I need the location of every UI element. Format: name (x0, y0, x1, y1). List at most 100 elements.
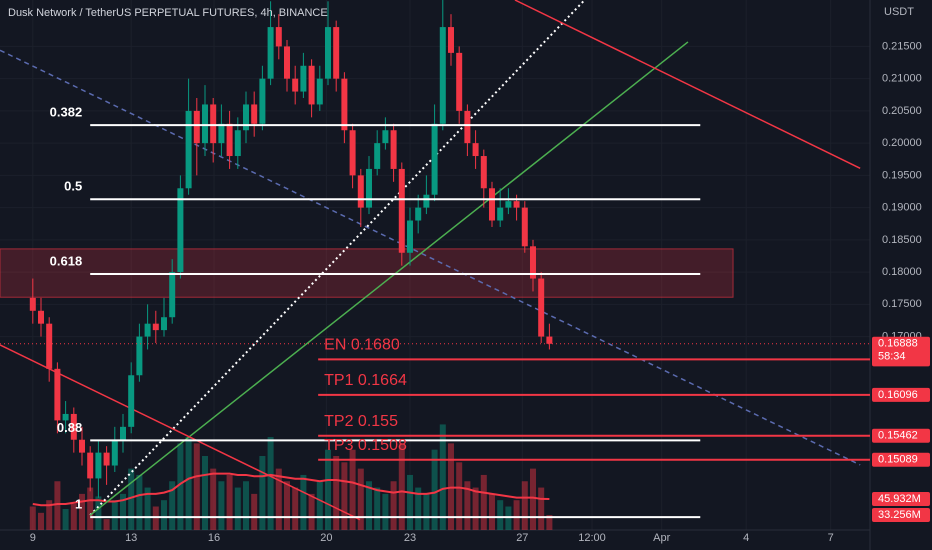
candle-body (152, 323, 159, 331)
volume-bar (365, 481, 372, 530)
fib-label: 1 (75, 497, 82, 512)
volume-bar (456, 462, 463, 530)
y-tick-label: 0.19000 (882, 202, 922, 214)
trade-label: TP1 0.1664 (324, 372, 407, 389)
candle-body (300, 65, 307, 92)
volume-bar (406, 474, 413, 530)
volume-bar (357, 468, 364, 530)
candle-body (169, 272, 176, 318)
fib-label: 0.88 (57, 420, 82, 435)
candle-body (54, 368, 61, 421)
candle-body (431, 123, 438, 195)
candle-body (283, 46, 290, 79)
candle-body (218, 123, 225, 144)
volume-bar (87, 487, 94, 530)
candle-body (390, 130, 397, 169)
candle-body (193, 110, 200, 144)
price-tag (872, 452, 930, 467)
x-tick-label: Apr (653, 532, 670, 544)
volume-bar (546, 515, 553, 530)
candle-body (292, 78, 299, 92)
volume-tag-label: 33.256M (878, 509, 921, 521)
y-tick-label: 0.17500 (882, 298, 922, 310)
candle-body (95, 452, 102, 479)
candle-body (308, 65, 315, 105)
volume-bar (488, 493, 495, 530)
volume-bar (103, 519, 110, 530)
volume-bar (242, 481, 249, 530)
volume-bar (234, 487, 241, 530)
candle-body (505, 201, 512, 208)
candle-body (201, 104, 208, 144)
candle-body (70, 413, 77, 440)
candle-body (415, 207, 422, 221)
volume-bar (218, 481, 225, 530)
candle-body (349, 130, 356, 176)
fib-label: 0.382 (50, 105, 83, 120)
trade-label: TP3 0.1508 (324, 437, 407, 454)
x-tick-label: 23 (404, 532, 416, 544)
candle-body (267, 27, 274, 79)
candle-body (357, 175, 364, 208)
volume-bar (505, 506, 512, 530)
volume-bar (300, 474, 307, 530)
volume-bar (415, 487, 422, 530)
y-tick-label: 0.19500 (882, 169, 922, 181)
trendline (89, 0, 586, 516)
volume-bar (251, 493, 258, 530)
y-tick-label: 0.18500 (882, 234, 922, 246)
volume-bar (283, 481, 290, 530)
fib-label: 0.618 (50, 253, 83, 268)
volume-bar (201, 455, 208, 530)
candle-body (382, 130, 389, 144)
volume-bar (382, 493, 389, 530)
candle-body (324, 27, 331, 79)
volume-bar (324, 449, 331, 530)
volume-bar (144, 487, 151, 530)
candle-body (529, 246, 536, 279)
volume-bar (29, 506, 36, 530)
y-tick-label: 0.21000 (882, 73, 922, 85)
volume-bar (136, 474, 143, 530)
price-tag (872, 336, 930, 364)
x-tick-label: 7 (828, 532, 834, 544)
volume-bar (480, 474, 487, 530)
volume-bar (152, 506, 159, 530)
candle-body (456, 52, 463, 111)
price-tag-label: 0.16096 (878, 389, 918, 401)
candle-body (185, 110, 192, 189)
volume-bar (349, 449, 356, 530)
volume-bar (464, 481, 471, 530)
volume-bar (439, 424, 446, 530)
volume-bar (226, 474, 233, 530)
x-tick-label: 12:00 (578, 532, 606, 544)
volume-bar (341, 462, 348, 530)
candle-body (226, 123, 233, 157)
volume-bar (374, 487, 381, 530)
candle-body (78, 439, 85, 453)
candle-body (439, 27, 446, 124)
candle-body (62, 413, 69, 421)
volume-bar (398, 443, 405, 530)
y-tick-label: 0.18000 (882, 266, 922, 278)
volume-bar (95, 496, 102, 530)
x-tick-label: 16 (208, 532, 220, 544)
candle-body (341, 78, 348, 131)
candle-body (46, 323, 53, 369)
candle-body (538, 278, 545, 337)
volume-bar (37, 512, 44, 530)
volume-bar (521, 481, 528, 530)
volume-bar (193, 443, 200, 530)
candle-body (406, 220, 413, 253)
price-tag-label: 0.15462 (878, 430, 918, 442)
candle-body (119, 426, 126, 440)
chart-title: Dusk Network / TetherUS PERPETUAL FUTURE… (8, 7, 328, 19)
trendline (514, 0, 861, 169)
volume-bar (497, 500, 504, 530)
trade-label: EN 0.1680 (324, 337, 400, 354)
volume-tag (872, 508, 930, 523)
volume-bar (160, 500, 167, 530)
candle-body (37, 310, 44, 324)
x-tick-label: 20 (320, 532, 332, 544)
